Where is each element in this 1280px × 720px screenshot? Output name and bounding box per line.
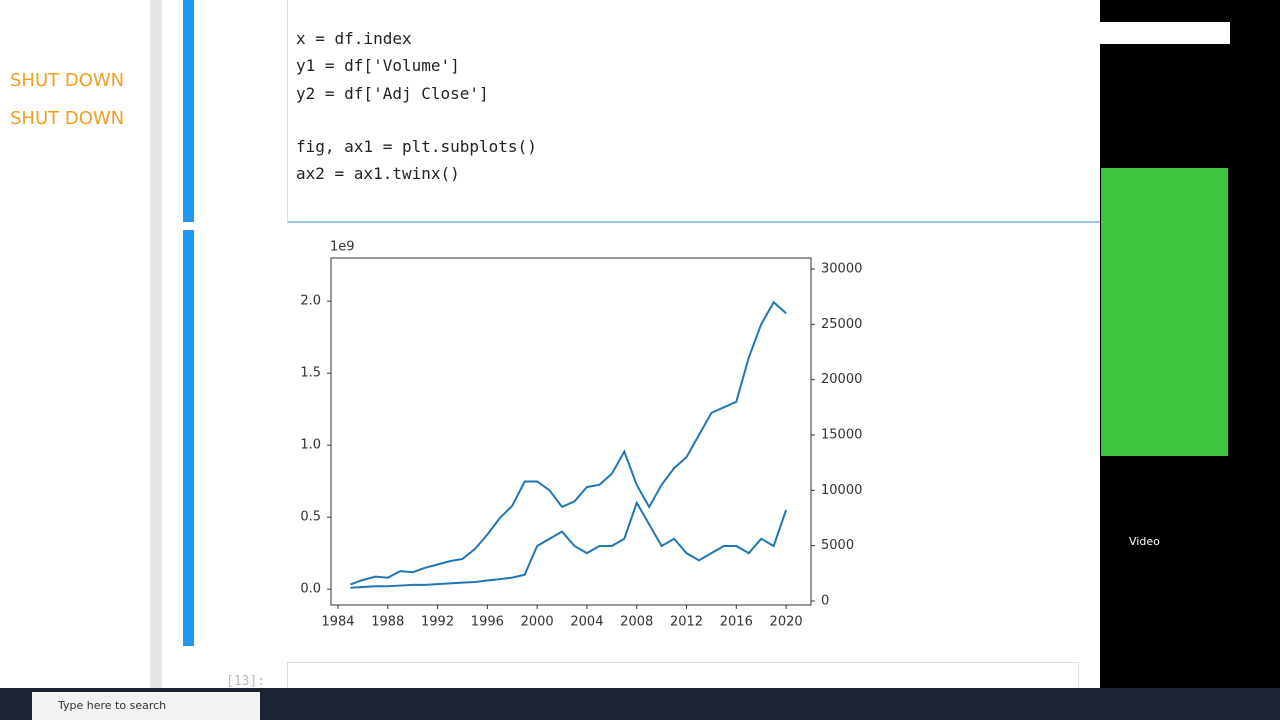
y2-tick-label: 15000 — [821, 428, 862, 443]
video-label[interactable]: Video — [1129, 535, 1160, 548]
code-line: y1 = df['Volume'] — [296, 56, 460, 75]
y2-tick-label: 5000 — [821, 538, 854, 553]
y2-tick-label: 30000 — [821, 262, 862, 277]
webcam-view — [1101, 168, 1228, 456]
x-tick-label: 2004 — [570, 615, 603, 630]
y2-tick-label: 10000 — [821, 483, 862, 498]
scrollbar — [150, 0, 162, 688]
data-line — [350, 500, 788, 589]
plot-frame — [330, 257, 812, 606]
y-tick-label: 1.5 — [300, 366, 321, 381]
x-tick-label: 1984 — [321, 615, 354, 630]
y-tick-label: 1.0 — [300, 438, 321, 453]
y2-tick-label: 0 — [821, 594, 829, 609]
cell-marker — [183, 230, 194, 646]
data-line — [350, 300, 787, 586]
y-tick-label: 0.5 — [300, 510, 321, 525]
y-tick-label: 2.0 — [300, 294, 321, 309]
x-tick-label: 1996 — [471, 615, 504, 630]
x-tick-label: 1988 — [371, 615, 404, 630]
sidebar-item[interactable]: SHUT DOWN — [10, 108, 125, 129]
code-line: fig, ax1 = plt.subplots() — [296, 137, 537, 156]
code-line: x = df.index — [296, 29, 412, 48]
chart: 1e9 0.0 0.5 1.0 1.5 2.0 0 5000 10000 15000 20000 2… — [300, 240, 862, 630]
code-line: ax2 = ax1.twinx() — [296, 164, 460, 183]
y-tick-label: 0.0 — [300, 582, 321, 597]
code-cell[interactable]: x = df.index y1 = df['Volume'] y2 = df['… — [287, 0, 1101, 223]
x-tick-label: 2020 — [770, 615, 803, 630]
y2-tick-label: 20000 — [821, 372, 862, 387]
x-tick-label: 2000 — [521, 615, 554, 630]
x-tick-label: 2008 — [620, 615, 653, 630]
code-line: y2 = df['Adj Close'] — [296, 84, 489, 103]
cell-marker — [183, 0, 194, 222]
search-box[interactable]: Type here to search — [32, 692, 260, 720]
window-bar — [1100, 22, 1230, 44]
x-tick-label: 2016 — [720, 615, 753, 630]
y-offset-label: 1e9 — [330, 240, 355, 255]
y2-tick-label: 25000 — [821, 317, 862, 332]
sidebar-item[interactable]: SHUT DOWN — [10, 70, 125, 91]
x-tick-label: 1992 — [421, 615, 454, 630]
x-tick-label: 2012 — [670, 615, 703, 630]
sidebar: SHUT DOWN SHUT DOWN — [0, 0, 150, 688]
cell-prompt: [13]: — [226, 674, 266, 689]
